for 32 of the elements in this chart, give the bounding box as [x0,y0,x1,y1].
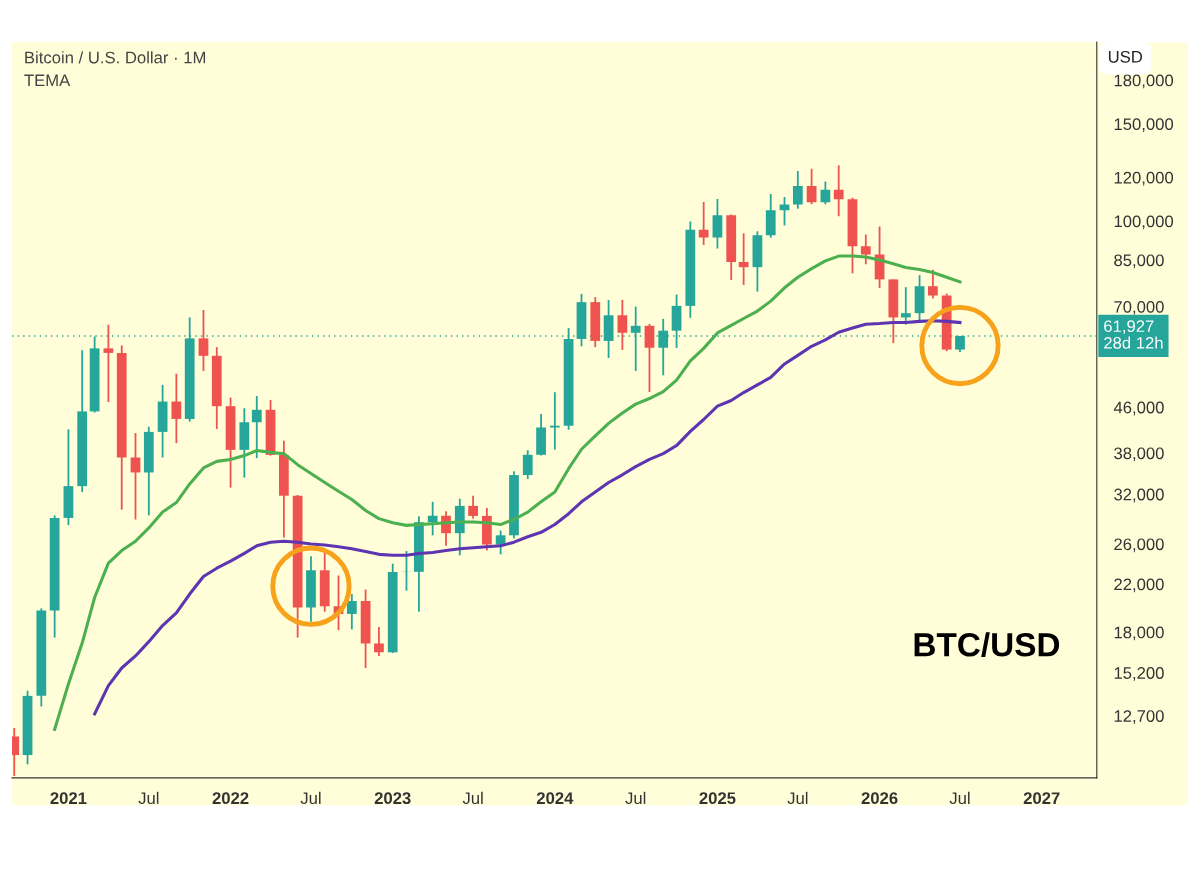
y-tick-label: 100,000 [1114,215,1174,230]
y-axis-title: USD [1108,50,1143,63]
y-tick-label: 150,000 [1114,118,1174,133]
annotation: BTC/USD [914,632,1060,657]
text: TEMA [24,74,71,87]
x-tick-label: Jul [138,791,159,805]
y-tick-label: 180,000 [1114,74,1174,89]
x-tick-label: 2021 [50,792,87,805]
x-tick-label: Jul [625,791,646,805]
x-tick-label: Jul [787,791,808,805]
x-tick-label: 2025 [699,792,736,805]
x-tick-label: 2022 [212,792,249,805]
y-tick-label: 12,700 [1114,710,1164,724]
y-tick-label: 38,000 [1114,447,1164,462]
y-tick-label: 22,000 [1114,578,1164,593]
y-tick-label: 32,000 [1114,488,1164,503]
y-tick-label: 70,000 [1114,300,1164,315]
chart-title: Bitcoin / U.S. Dollar · 1M [25,51,206,64]
ref-line-label: 61,927 28d 12h [1104,320,1163,349]
x-tick-label: Jul [462,791,483,805]
x-tick-label: 2023 [374,792,411,805]
y-tick-label: 120,000 [1114,171,1174,186]
y-tick-label: 26,000 [1114,538,1164,553]
x-tick-label: 2026 [861,792,898,805]
y-tick-label: 18,000 [1114,626,1164,641]
y-tick-label: 46,000 [1113,401,1164,416]
x-tick-label: 2027 [1023,792,1060,805]
x-tick-label: Jul [949,791,970,805]
x-tick-label: 2024 [536,792,574,805]
y-tick-label: 85,000 [1114,254,1164,269]
y-tick-label: 15,200 [1114,667,1164,681]
x-tick-label: Jul [300,791,321,805]
